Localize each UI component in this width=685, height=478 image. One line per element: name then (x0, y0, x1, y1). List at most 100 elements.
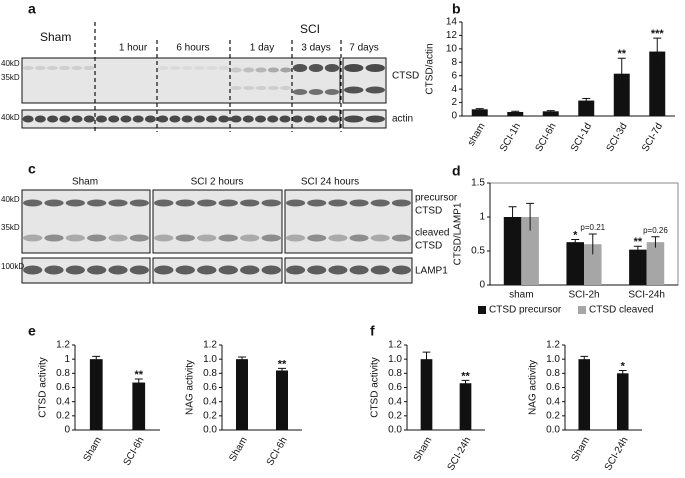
band (324, 89, 340, 95)
x-tick-label: SCI-7d (640, 121, 665, 153)
band (291, 115, 303, 123)
band (129, 265, 149, 275)
legend-label: CTSD cleaved (589, 305, 653, 316)
band (154, 265, 174, 275)
panel-label: e (28, 323, 36, 339)
band (108, 265, 128, 275)
band (328, 199, 348, 207)
band (230, 115, 242, 123)
band (59, 115, 71, 123)
blot-box (342, 109, 387, 129)
band (132, 115, 144, 123)
y-axis-label: NAG activity (528, 360, 539, 415)
annotation: * (621, 360, 626, 372)
error-bar (278, 367, 286, 373)
band (365, 86, 385, 94)
panel-label: f (370, 323, 375, 339)
band (240, 199, 260, 207)
panel-label: c (28, 161, 36, 177)
band (108, 199, 128, 207)
y-axis-label: CTSD activity (370, 357, 381, 418)
error-bar (651, 236, 660, 248)
bar (89, 359, 103, 430)
band (230, 67, 242, 73)
band (328, 265, 348, 275)
band (267, 86, 279, 90)
band (261, 199, 281, 207)
error-bar (526, 202, 535, 231)
band (34, 66, 46, 70)
band (307, 199, 327, 207)
bar (584, 244, 602, 285)
y-tick-label: 2 (451, 97, 457, 108)
error-bar (422, 351, 431, 367)
y-tick-label: 1 (64, 354, 70, 365)
band (303, 115, 315, 123)
band (169, 66, 181, 70)
annotation: p=0.21 (580, 223, 605, 232)
band-label: LAMP1 (415, 266, 448, 277)
annotation: ** (278, 358, 287, 370)
group-label: SCI 2 hours (191, 177, 244, 188)
y-tick-label: 0.6 (56, 382, 70, 393)
band (242, 115, 254, 123)
band (280, 86, 292, 90)
band (218, 199, 238, 207)
band (194, 66, 206, 70)
bar (236, 359, 248, 430)
error-bar (92, 355, 101, 362)
band-label: CTSD (415, 206, 442, 217)
band (292, 64, 308, 72)
error-bar (508, 206, 517, 228)
band (129, 199, 149, 207)
y-axis-label: NAG activity (185, 360, 196, 415)
band (169, 115, 181, 123)
legend-swatch (578, 306, 586, 314)
y-tick-label: 0 (451, 111, 457, 122)
y-tick-label: 0.2 (388, 410, 402, 421)
band (307, 234, 327, 242)
y-tick-label: 0.8 (546, 368, 560, 379)
x-tick-label: SCI-6h (534, 121, 559, 153)
band (218, 66, 230, 70)
band (181, 115, 193, 123)
bar (507, 111, 524, 116)
y-tick-label: 6 (451, 70, 457, 81)
timepoint: 6 hours (176, 43, 209, 54)
group-label: SCI (300, 22, 320, 36)
y-tick-label: 1.0 (546, 354, 560, 365)
error-bar (582, 98, 591, 103)
y-tick-label: 0.6 (546, 382, 560, 393)
band (23, 234, 43, 242)
band (175, 234, 195, 242)
band (175, 265, 195, 275)
annotation: ** (134, 369, 143, 381)
y-tick-label: 0.4 (203, 396, 217, 407)
y-tick-label: 12 (446, 30, 458, 41)
band (365, 64, 385, 72)
bar (420, 359, 433, 430)
band (344, 86, 364, 94)
y-tick-label: 8 (451, 57, 457, 68)
blot-box (21, 189, 151, 254)
band (44, 265, 64, 275)
band (261, 234, 281, 242)
panel-label: a (28, 1, 36, 17)
bar (578, 359, 591, 430)
x-tick-label: sham (509, 290, 533, 301)
band (218, 265, 238, 275)
error-bar (134, 378, 143, 387)
band (240, 265, 260, 275)
y-tick-label: 1.5 (471, 178, 485, 189)
error-bar (511, 110, 520, 113)
band (87, 199, 107, 207)
band (108, 234, 128, 242)
y-tick-label: 0 (479, 280, 485, 291)
band-label: CTSD (415, 241, 442, 252)
bar (629, 249, 647, 285)
band (349, 234, 369, 242)
marker: 35kD (1, 223, 20, 232)
x-tick-label: Sham (82, 435, 105, 463)
band (344, 115, 364, 123)
y-tick-label: 4 (451, 84, 457, 95)
